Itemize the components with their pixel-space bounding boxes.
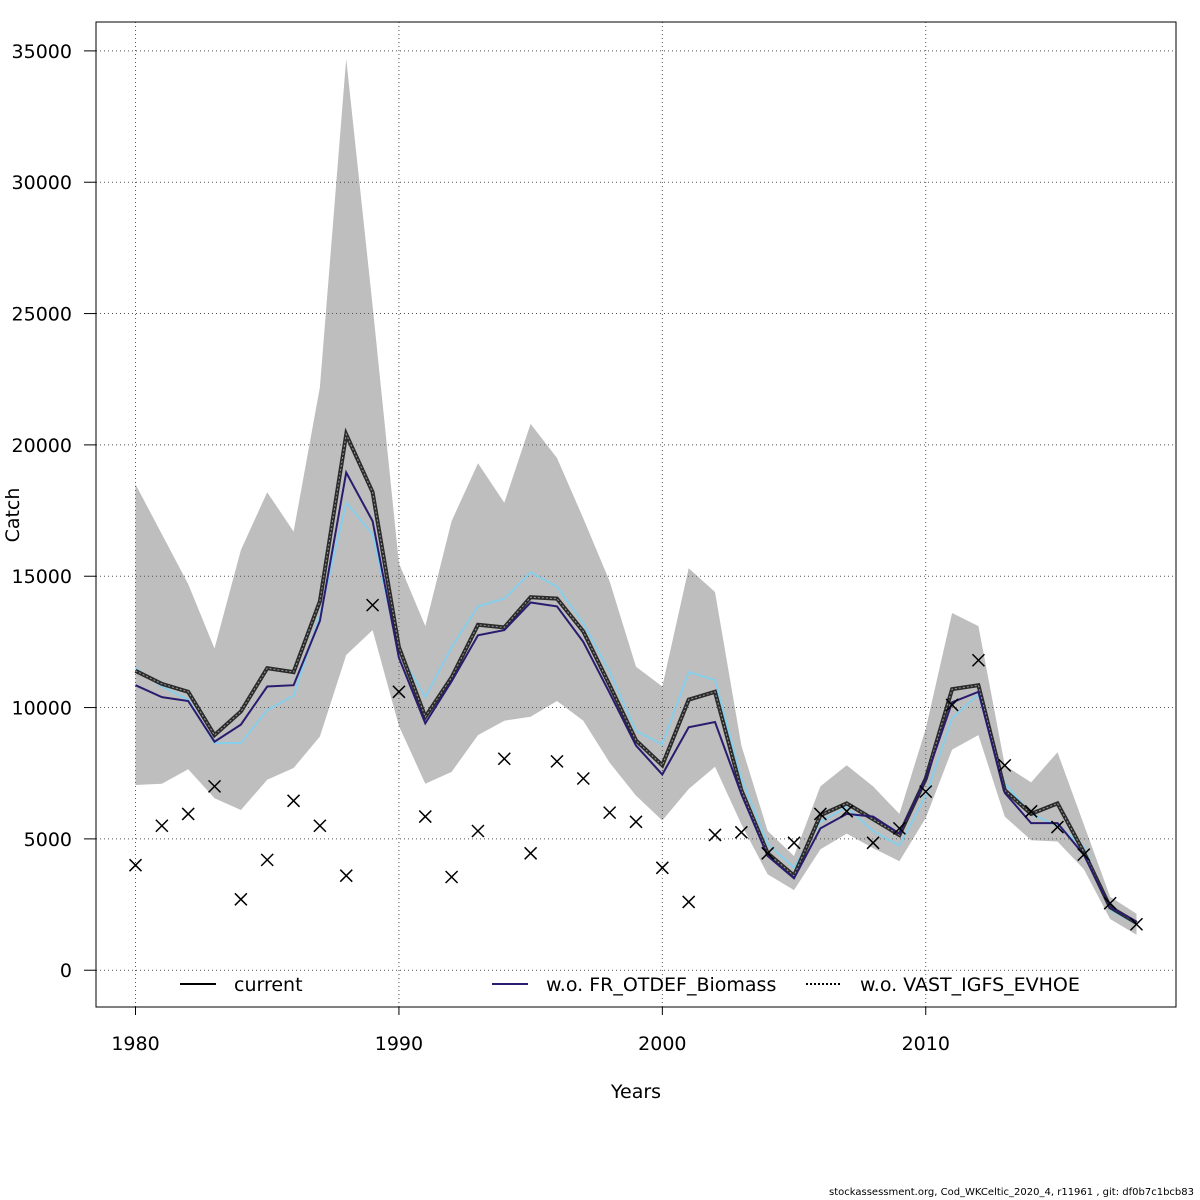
observation-marker — [971, 653, 985, 667]
observation-marker — [339, 869, 353, 883]
observation-marker — [181, 807, 195, 821]
y-tick-label: 25000 — [12, 304, 72, 326]
legend-entry-current: current — [180, 974, 303, 996]
y-tick-label: 5000 — [24, 829, 72, 851]
y-tick-label: 20000 — [12, 435, 72, 457]
footer-credit: stockassessment.org, Cod_WKCeltic_2020_4… — [829, 1187, 1194, 1198]
observation-marker — [629, 815, 643, 829]
observation-marker — [1024, 804, 1038, 818]
observation-marker — [524, 846, 538, 860]
grid-layer — [96, 22, 1176, 1007]
observation-marker — [234, 892, 248, 906]
observation-marker — [471, 824, 485, 838]
observation-marker — [919, 785, 933, 799]
observation-marker — [866, 836, 880, 850]
observations-layer — [128, 598, 1144, 931]
series-line-wo-fr-otdef-biomass — [135, 469, 1137, 923]
legend-label: w.o. FR_OTDEF_Biomass — [546, 974, 776, 996]
observation-marker — [945, 698, 959, 712]
observation-marker — [445, 870, 459, 884]
legend-entry-wo-vast-igfs-evhoe: w.o. VAST_IGFS_EVHOE — [806, 974, 1080, 996]
observation-marker — [208, 779, 222, 793]
series-line-wo-vast-igfs-evhoe — [134, 500, 1137, 926]
observation-marker — [497, 752, 511, 766]
y-tick-label: 10000 — [12, 698, 72, 720]
observation-marker — [1077, 848, 1091, 862]
axis-layer: 1980 1990 2000 2010 0 5000 10000 15000 20000 2500… — [12, 41, 950, 1055]
legend-label: current — [234, 974, 303, 996]
y-axis-title: Catch — [2, 488, 24, 543]
observation-marker — [708, 828, 722, 842]
confidence-band — [135, 58, 1137, 935]
x-tick-label: 2000 — [638, 1033, 686, 1055]
series-line-current-dots — [135, 432, 1137, 924]
x-tick-label: 1990 — [375, 1033, 423, 1055]
observation-marker — [392, 685, 406, 699]
observation-marker — [787, 836, 801, 850]
observation-marker — [1103, 896, 1117, 910]
x-axis-title: Years — [610, 1081, 661, 1103]
legend-label: w.o. VAST_IGFS_EVHOE — [860, 974, 1080, 996]
legend-entry-wo-fr-otdef-biomass: w.o. FR_OTDEF_Biomass — [492, 974, 776, 996]
observation-marker — [260, 853, 274, 867]
observation-marker — [840, 804, 854, 818]
observation-marker — [550, 754, 564, 768]
observation-marker — [998, 758, 1012, 772]
observation-marker — [1129, 917, 1144, 931]
observation-marker — [892, 821, 906, 835]
legend: current w.o. FR_OTDEF_Biomass w.o. VAST_IG… — [180, 974, 1080, 996]
observation-marker — [734, 825, 748, 839]
observation-marker — [287, 794, 301, 808]
observation-marker — [366, 598, 380, 612]
observation-marker — [576, 771, 590, 786]
plot-frame — [95, 21, 1177, 1008]
observation-marker — [155, 819, 169, 833]
y-tick-label: 0 — [60, 960, 72, 982]
y-tick-label: 30000 — [12, 172, 72, 194]
observation-marker — [761, 846, 775, 860]
observation-marker — [313, 819, 327, 833]
x-tick-label: 2010 — [902, 1033, 950, 1055]
series-layer — [134, 427, 1138, 926]
observation-marker — [128, 858, 143, 872]
observation-marker — [603, 806, 617, 820]
observation-marker — [418, 810, 432, 824]
y-tick-label: 35000 — [12, 41, 72, 63]
y-tick-label: 15000 — [12, 566, 72, 588]
observation-marker — [655, 861, 669, 875]
x-tick-label: 1980 — [111, 1033, 159, 1055]
observation-marker — [813, 807, 827, 821]
confidence-band-layer — [135, 58, 1137, 935]
observation-marker — [682, 895, 696, 909]
observation-marker — [1050, 820, 1064, 834]
